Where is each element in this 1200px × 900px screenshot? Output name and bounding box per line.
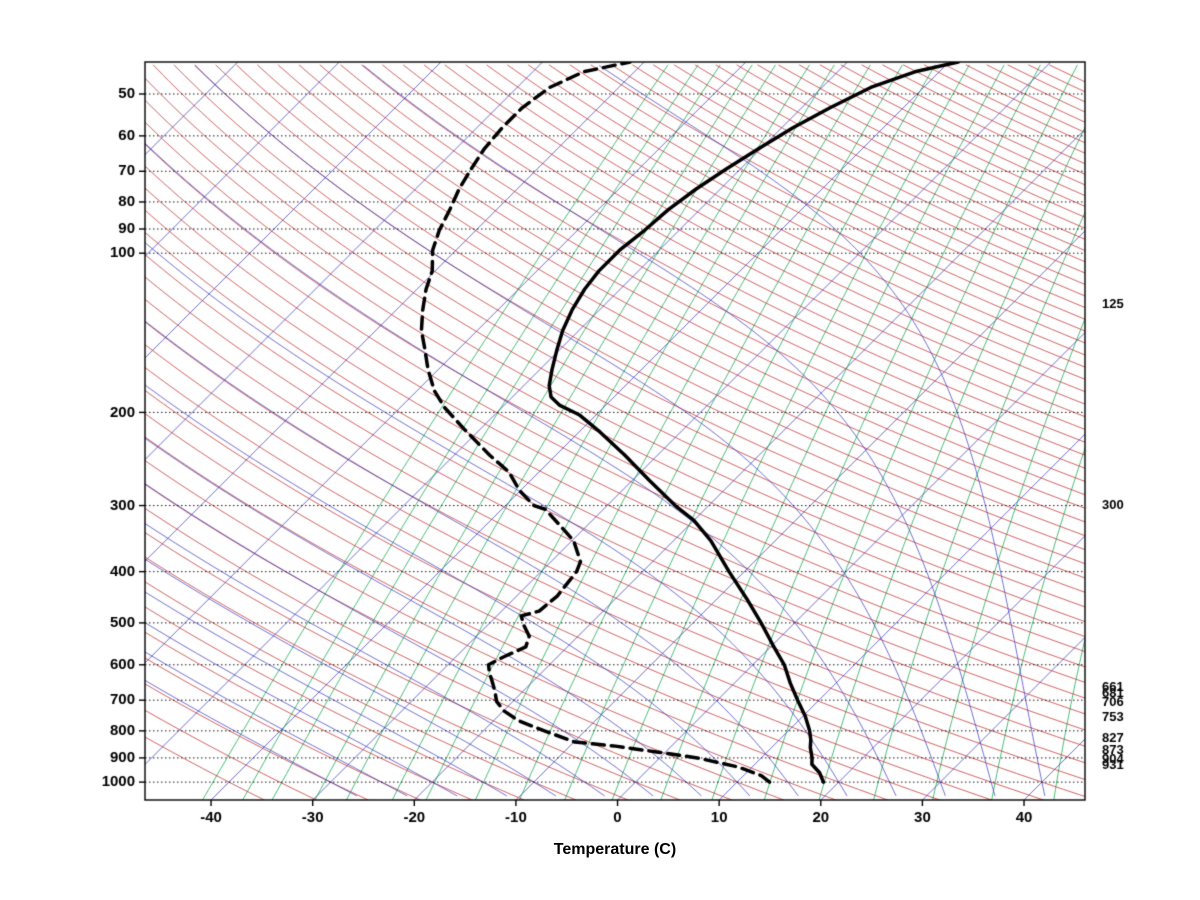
x-axis-label: Temperature (C) [553,841,677,858]
